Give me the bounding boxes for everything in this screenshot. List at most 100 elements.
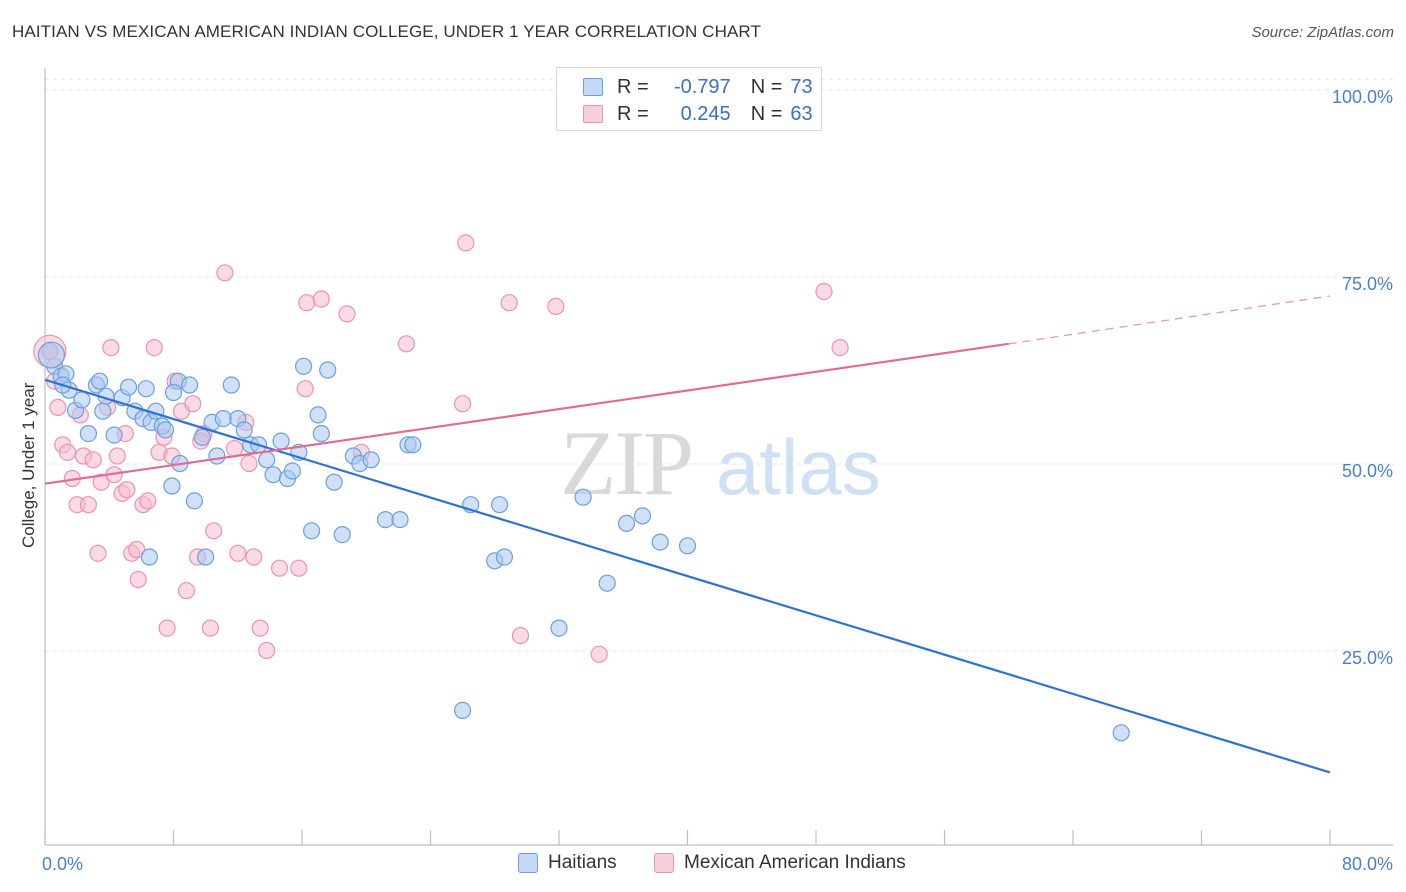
series-label: Mexican American Indians xyxy=(684,852,906,873)
mexican-american-indians-point xyxy=(118,481,136,499)
mexican-american-indians-point xyxy=(397,335,415,353)
mexican-american-indians-point xyxy=(177,582,195,600)
haitians-point xyxy=(79,425,98,443)
mexican-american-indians-point xyxy=(312,290,330,308)
mexican-american-indians-point xyxy=(258,641,276,660)
legend-r-value: -0.797 xyxy=(673,75,731,98)
mexican-american-indians-point xyxy=(128,540,146,559)
haitians-point xyxy=(574,488,592,506)
haitians-point xyxy=(140,548,158,566)
mexican-american-indians-point xyxy=(290,559,308,577)
haitians-point xyxy=(295,357,313,375)
mexican-american-indians-point xyxy=(338,305,356,323)
haitians-point xyxy=(376,510,395,529)
mexican-american-indians-trend-extension xyxy=(1008,295,1331,345)
haitians-point xyxy=(258,451,276,469)
haitians-point xyxy=(193,428,211,446)
legend-r-label: R = xyxy=(617,102,649,125)
mexican-american-indians-point xyxy=(139,492,157,510)
mexican-american-indians-point xyxy=(511,626,530,645)
haitians-point xyxy=(235,421,253,439)
haitians-point xyxy=(214,410,232,428)
y-tick-label: 75.0% xyxy=(1342,274,1393,294)
haitians-point xyxy=(137,380,155,398)
series-label: Haitians xyxy=(548,852,617,873)
haitians-point xyxy=(362,451,380,469)
mexican-american-indians-point xyxy=(145,339,163,357)
legend-n-value: 63 xyxy=(790,102,813,125)
haitians-point xyxy=(617,514,636,533)
mexican-american-indians-point xyxy=(184,395,202,413)
mexican-american-indians-point xyxy=(454,395,472,413)
mexican-american-indians-point xyxy=(229,544,247,562)
y-tick-label: 100.0% xyxy=(1332,87,1393,107)
mexican-american-indians-point xyxy=(270,559,289,577)
haitians-point xyxy=(105,426,123,444)
haitians-point xyxy=(633,507,652,525)
haitians-point xyxy=(283,462,301,480)
series-swatch-pink xyxy=(654,853,674,873)
mexican-american-indians-point xyxy=(84,451,102,469)
haitians-point xyxy=(491,496,509,514)
haitians-point xyxy=(185,492,203,510)
haitians-point xyxy=(312,425,330,443)
haitians-point xyxy=(319,361,337,379)
mexican-american-indians-point xyxy=(815,282,833,301)
source-label: Source: ZipAtlas.com xyxy=(1251,24,1394,41)
legend-n-label: N = xyxy=(750,75,783,98)
mexican-american-indians-point xyxy=(296,380,314,398)
mexican-american-indians-point xyxy=(547,297,565,315)
haitians-point xyxy=(1112,724,1130,742)
haitians-point xyxy=(303,522,321,540)
mexican-american-indians-trend-line xyxy=(44,342,1009,485)
legend-swatch-blue xyxy=(583,78,603,96)
y-tick-label: 25.0% xyxy=(1342,648,1393,668)
mexican-american-indians-point xyxy=(205,522,223,540)
data-points xyxy=(33,234,1130,742)
legend-row-haitians: R = -0.797 N = 73 xyxy=(583,74,813,100)
mexican-american-indians-point xyxy=(129,570,147,589)
series-legend-haitians[interactable]: Haitians xyxy=(518,852,617,874)
haitians-point xyxy=(325,473,343,491)
haitians-point xyxy=(264,466,282,484)
trend-lines xyxy=(44,295,1331,774)
haitians-point xyxy=(309,406,327,424)
haitians-point xyxy=(164,383,183,402)
haitians-point xyxy=(197,548,215,566)
haitians-point xyxy=(678,537,697,555)
y-axis-label: College, Under 1 year xyxy=(19,382,38,548)
haitians-point xyxy=(391,510,409,529)
legend-row-mexican-american-indians: R = 0.245 N = 63 xyxy=(583,101,813,127)
haitians-trend-line xyxy=(44,378,1331,774)
mexican-american-indians-point xyxy=(240,454,258,473)
haitians-point xyxy=(94,402,112,420)
x-tick-label: 0.0% xyxy=(42,854,83,874)
mexican-american-indians-point xyxy=(457,234,475,252)
mexican-american-indians-point xyxy=(108,447,126,465)
legend: R = -0.797 N = 73 R = 0.245 N = 63 xyxy=(556,67,822,131)
haitians-point xyxy=(651,533,669,551)
haitians-cluster xyxy=(37,341,66,369)
haitians-point xyxy=(333,525,351,544)
haitians-point xyxy=(495,548,513,566)
haitians-point xyxy=(454,701,472,720)
mexican-american-indians-point xyxy=(831,339,849,357)
haitians-point xyxy=(156,421,175,439)
haitians-point xyxy=(222,376,240,394)
haitians-point xyxy=(208,447,226,465)
mexican-american-indians-point xyxy=(216,264,234,282)
legend-n-label: N = xyxy=(750,102,783,125)
haitians-point xyxy=(404,436,422,454)
haitians-point xyxy=(90,372,109,390)
tick-labels: 25.0% 50.0% 75.0% 100.0% 0.0% 80.0% xyxy=(42,87,1393,874)
mexican-american-indians-point xyxy=(92,473,110,491)
series-legend-mexican-american-indians[interactable]: Mexican American Indians xyxy=(654,852,906,874)
mexican-american-indians-point xyxy=(102,339,120,357)
grid-lines xyxy=(45,78,1393,652)
mexican-american-indians-point xyxy=(500,294,518,312)
mexican-american-indians-point xyxy=(79,496,98,514)
axes xyxy=(44,68,1393,846)
mexican-american-indians-point xyxy=(58,443,77,461)
watermark-atlas: atlas xyxy=(716,423,881,511)
